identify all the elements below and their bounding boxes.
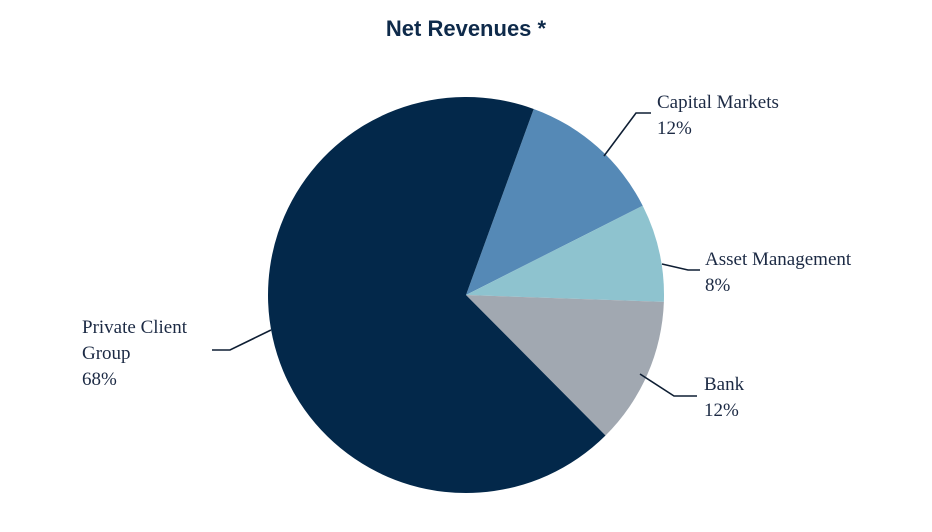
chart-title: Net Revenues * (385, 16, 547, 41)
slice-name-label-capital-markets: Capital Markets (657, 92, 779, 113)
slice-value-label-capital-markets: 12% (657, 118, 692, 139)
slice-name-label-private-client-group: Group (82, 343, 131, 364)
slice-name-label-asset-management: Asset Management (705, 249, 852, 270)
slice-value-label-bank: 12% (704, 400, 739, 421)
leader-line-private-client-group (212, 329, 272, 351)
pie-slice-bank (466, 295, 664, 436)
slice-name-label-private-client-group: Private Client (82, 317, 188, 338)
slice-name-label-bank: Bank (704, 374, 745, 395)
leader-line-bank (639, 373, 697, 397)
slice-value-label-private-client-group: 68% (82, 369, 117, 390)
leader-line-asset-management (661, 263, 700, 271)
pie-slice-private-client-group (268, 97, 606, 494)
pie-slice-capital-markets (466, 108, 643, 295)
leader-line-capital-markets (603, 112, 651, 157)
slice-value-label-asset-management: 8% (705, 275, 731, 296)
pie-slice-asset-management (466, 205, 665, 302)
